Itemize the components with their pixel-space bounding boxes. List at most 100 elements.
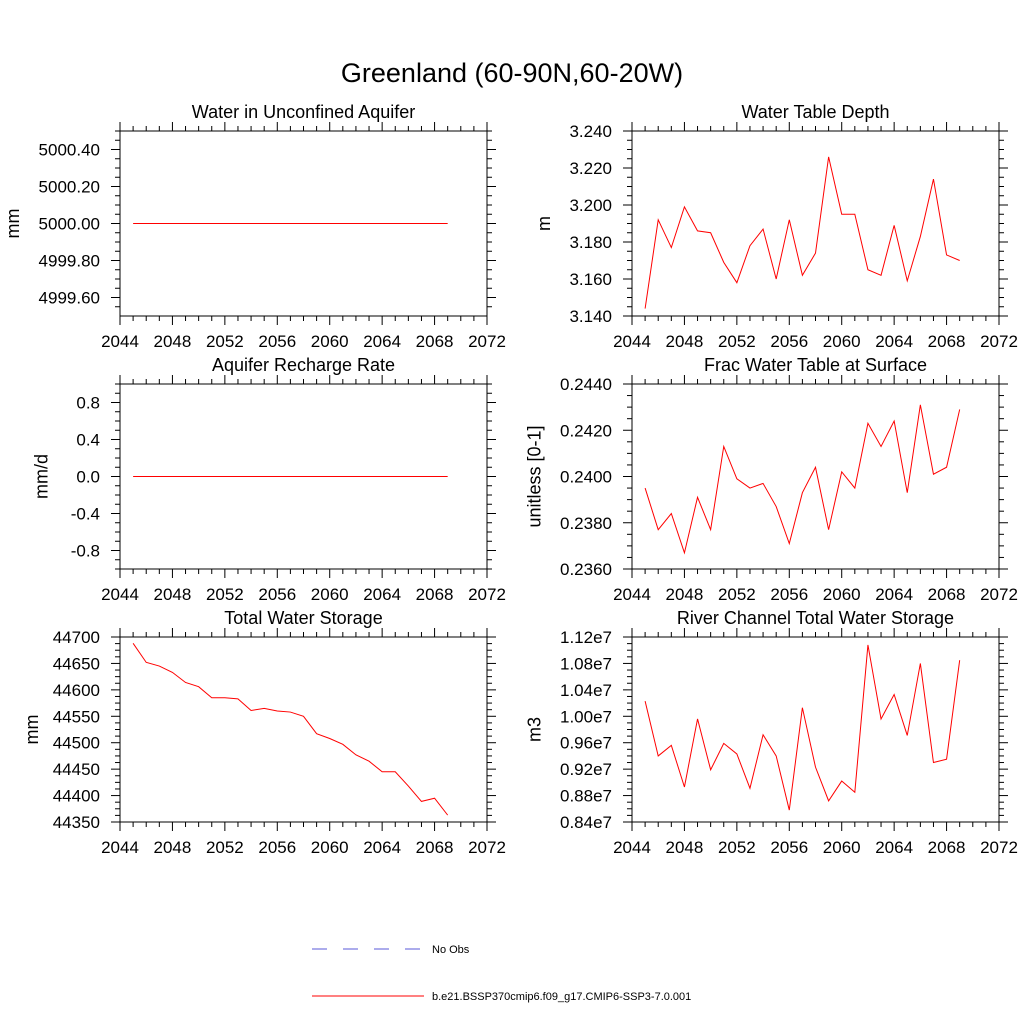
y-tick-label: 44500 [53,734,100,753]
panel-5: Total Water Storage 2044 2048 2052 2056 2060 2… [22,608,506,857]
x-tick-label: 2072 [468,838,506,857]
x-tick-label: 2064 [875,332,913,351]
y-tick-label: 4999.80 [39,252,100,271]
x-tick-label: 2052 [206,585,244,604]
x-tick-label: 2068 [416,332,454,351]
series-line [644,644,961,811]
plot-frame [119,636,488,823]
y-tick-label: 44650 [53,654,100,673]
series-line [644,404,961,555]
x-tick-label: 2068 [928,332,966,351]
y-tick-label: 0.2420 [560,421,612,440]
x-tick-label: 2044 [613,838,651,857]
x-tick-label: 2048 [154,585,192,604]
x-tick-label: 2052 [206,332,244,351]
x-tick-label: 2060 [311,585,349,604]
y-tick-label: 44350 [53,813,100,832]
y-tick-label: 3.140 [569,307,612,326]
x-tick-label: 2064 [875,585,913,604]
x-tick-label: 2060 [823,838,861,857]
y-tick-label: 1.00e7 [560,707,612,726]
y-tick-label: 5000.20 [39,178,100,197]
x-tick-label: 2064 [363,332,401,351]
panel-title: Frac Water Table at Surface [704,355,927,375]
panel-title: Aquifer Recharge Rate [212,355,395,375]
panel-3: Aquifer Recharge Rate 2044 2048 2052 2056 206… [32,355,506,604]
y-tick-label: 0.2440 [560,375,612,394]
x-tick-label: 2056 [770,838,808,857]
legend-label-1: No Obs [432,944,470,956]
y-tick-label: 5000.40 [39,141,100,160]
panel-6: River Channel Total Water Storage 2044 204… [524,608,1018,857]
x-tick-label: 2056 [770,332,808,351]
y-tick-label: 0.2400 [560,468,612,487]
plot-frame [631,636,1000,823]
x-tick-label: 2060 [823,585,861,604]
x-tick-label: 2044 [101,585,139,604]
x-tick-label: 2048 [666,838,704,857]
y-tick-label: 0.88e7 [560,787,612,806]
x-tick-label: 2052 [718,585,756,604]
y-tick-label: 44550 [53,707,100,726]
x-tick-label: 2068 [416,838,454,857]
x-tick-label: 2064 [875,838,913,857]
y-tick-label: 3.180 [569,233,612,252]
panel-4: Frac Water Table at Surface 2044 2048 2052 2… [524,355,1018,604]
figure-title: Greenland (60-90N,60-20W) [341,58,683,88]
series-line [644,156,960,309]
y-tick-label: 0.4 [76,431,100,450]
legend: No Obs b.e21.BSSP370cmip6.f09_g17.CMIP6-S… [312,944,691,1003]
y-tick-label: 0.2360 [560,560,612,579]
y-tick-label: 44400 [53,787,100,806]
y-tick-label: 44700 [53,628,100,647]
series-line [132,643,449,816]
x-tick-label: 2048 [666,332,704,351]
y-tick-label: 4999.60 [39,289,100,308]
x-tick-label: 2064 [363,585,401,604]
x-tick-label: 2072 [468,332,506,351]
x-tick-label: 2052 [718,332,756,351]
x-tick-label: 2044 [101,332,139,351]
y-tick-label: 0.92e7 [560,760,612,779]
y-tick-label: 3.200 [569,196,612,215]
y-tick-label: 0.84e7 [560,813,612,832]
panel-1: Water in Unconfined Aquifer 2044 2048 2052 2… [3,102,506,351]
y-tick-label: 0.8 [76,394,100,413]
y-tick-label: 0.2380 [560,514,612,533]
panel-title: Total Water Storage [224,608,382,628]
y-tick-label: 0.0 [76,468,100,487]
x-tick-label: 2060 [311,838,349,857]
y-tick-label: -0.8 [71,542,100,561]
y-tick-label: 44600 [53,681,100,700]
x-tick-label: 2068 [928,585,966,604]
panel-title: Water Table Depth [741,102,889,122]
y-axis-label: mm [22,715,42,745]
y-axis-label: m [534,216,554,231]
panel-2: Water Table Depth 2044 2048 2052 2056 2060 206… [534,102,1018,351]
y-tick-label: 1.08e7 [560,654,612,673]
x-tick-label: 2072 [980,838,1018,857]
x-tick-label: 2056 [258,332,296,351]
x-tick-label: 2048 [666,585,704,604]
x-tick-label: 2056 [258,585,296,604]
legend-label-2: b.e21.BSSP370cmip6.f09_g17.CMIP6-SSP3-7.… [432,991,691,1003]
y-tick-label: 1.12e7 [560,628,612,647]
x-tick-label: 2068 [416,585,454,604]
y-axis-label: mm/d [32,454,52,499]
y-tick-label: 0.96e7 [560,734,612,753]
x-tick-label: 2068 [928,838,966,857]
y-tick-label: 3.220 [569,159,612,178]
x-tick-label: 2056 [770,585,808,604]
x-tick-label: 2044 [613,332,651,351]
x-tick-label: 2044 [613,585,651,604]
x-tick-label: 2056 [258,838,296,857]
y-tick-label: 3.240 [569,122,612,141]
panel-title: River Channel Total Water Storage [677,608,954,628]
x-tick-label: 2060 [823,332,861,351]
x-tick-label: 2048 [154,332,192,351]
x-tick-label: 2060 [311,332,349,351]
y-axis-label: unitless [0-1] [524,425,544,527]
x-tick-label: 2064 [363,838,401,857]
plot-frame [631,130,1000,317]
